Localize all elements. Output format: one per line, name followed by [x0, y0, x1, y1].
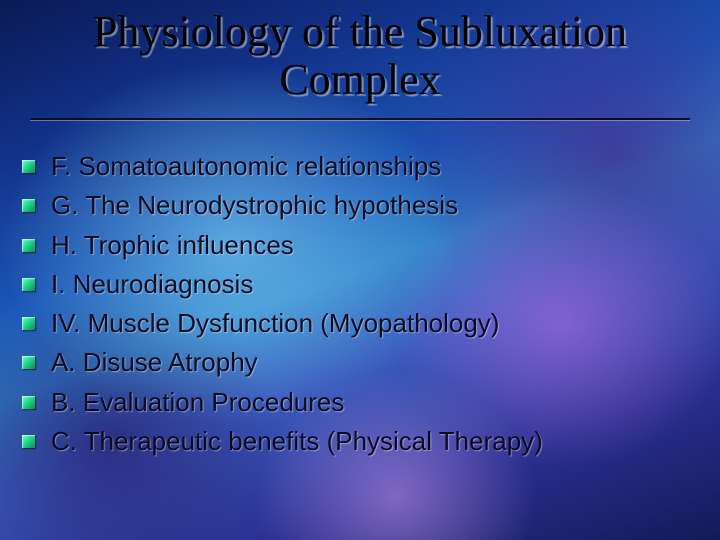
list-item: G. The Neurodystrophic hypothesis [22, 189, 690, 222]
list-item-text: F. Somatoautonomic relationships [51, 150, 441, 183]
square-bullet-icon [22, 435, 35, 448]
list-item-text: IV. Muscle Dysfunction (Myopathology) [51, 307, 499, 340]
square-bullet-icon [22, 199, 35, 212]
bullet-list: F. Somatoautonomic relationships G. The … [22, 150, 690, 464]
square-bullet-icon [22, 239, 35, 252]
list-item-text: G. The Neurodystrophic hypothesis [51, 189, 458, 222]
list-item: A. Disuse Atrophy [22, 346, 690, 379]
list-item: IV. Muscle Dysfunction (Myopathology) [22, 307, 690, 340]
square-bullet-icon [22, 396, 35, 409]
square-bullet-icon [22, 317, 35, 330]
square-bullet-icon [22, 356, 35, 369]
list-item: H. Trophic influences [22, 229, 690, 262]
slide-title: Physiology of the Subluxation Complex [30, 8, 690, 103]
list-item-text: A. Disuse Atrophy [51, 346, 258, 379]
list-item: F. Somatoautonomic relationships [22, 150, 690, 183]
square-bullet-icon [22, 278, 35, 291]
list-item: C. Therapeutic benefits (Physical Therap… [22, 425, 690, 458]
square-bullet-icon [22, 160, 35, 173]
list-item: B. Evaluation Procedures [22, 386, 690, 419]
list-item-text: B. Evaluation Procedures [51, 386, 344, 419]
list-item-text: C. Therapeutic benefits (Physical Therap… [51, 425, 543, 458]
title-underline [30, 118, 690, 120]
slide: Physiology of the Subluxation Complex F.… [0, 0, 720, 540]
list-item-text: H. Trophic influences [51, 229, 294, 262]
list-item-text: I. Neurodiagnosis [51, 268, 253, 301]
list-item: I. Neurodiagnosis [22, 268, 690, 301]
